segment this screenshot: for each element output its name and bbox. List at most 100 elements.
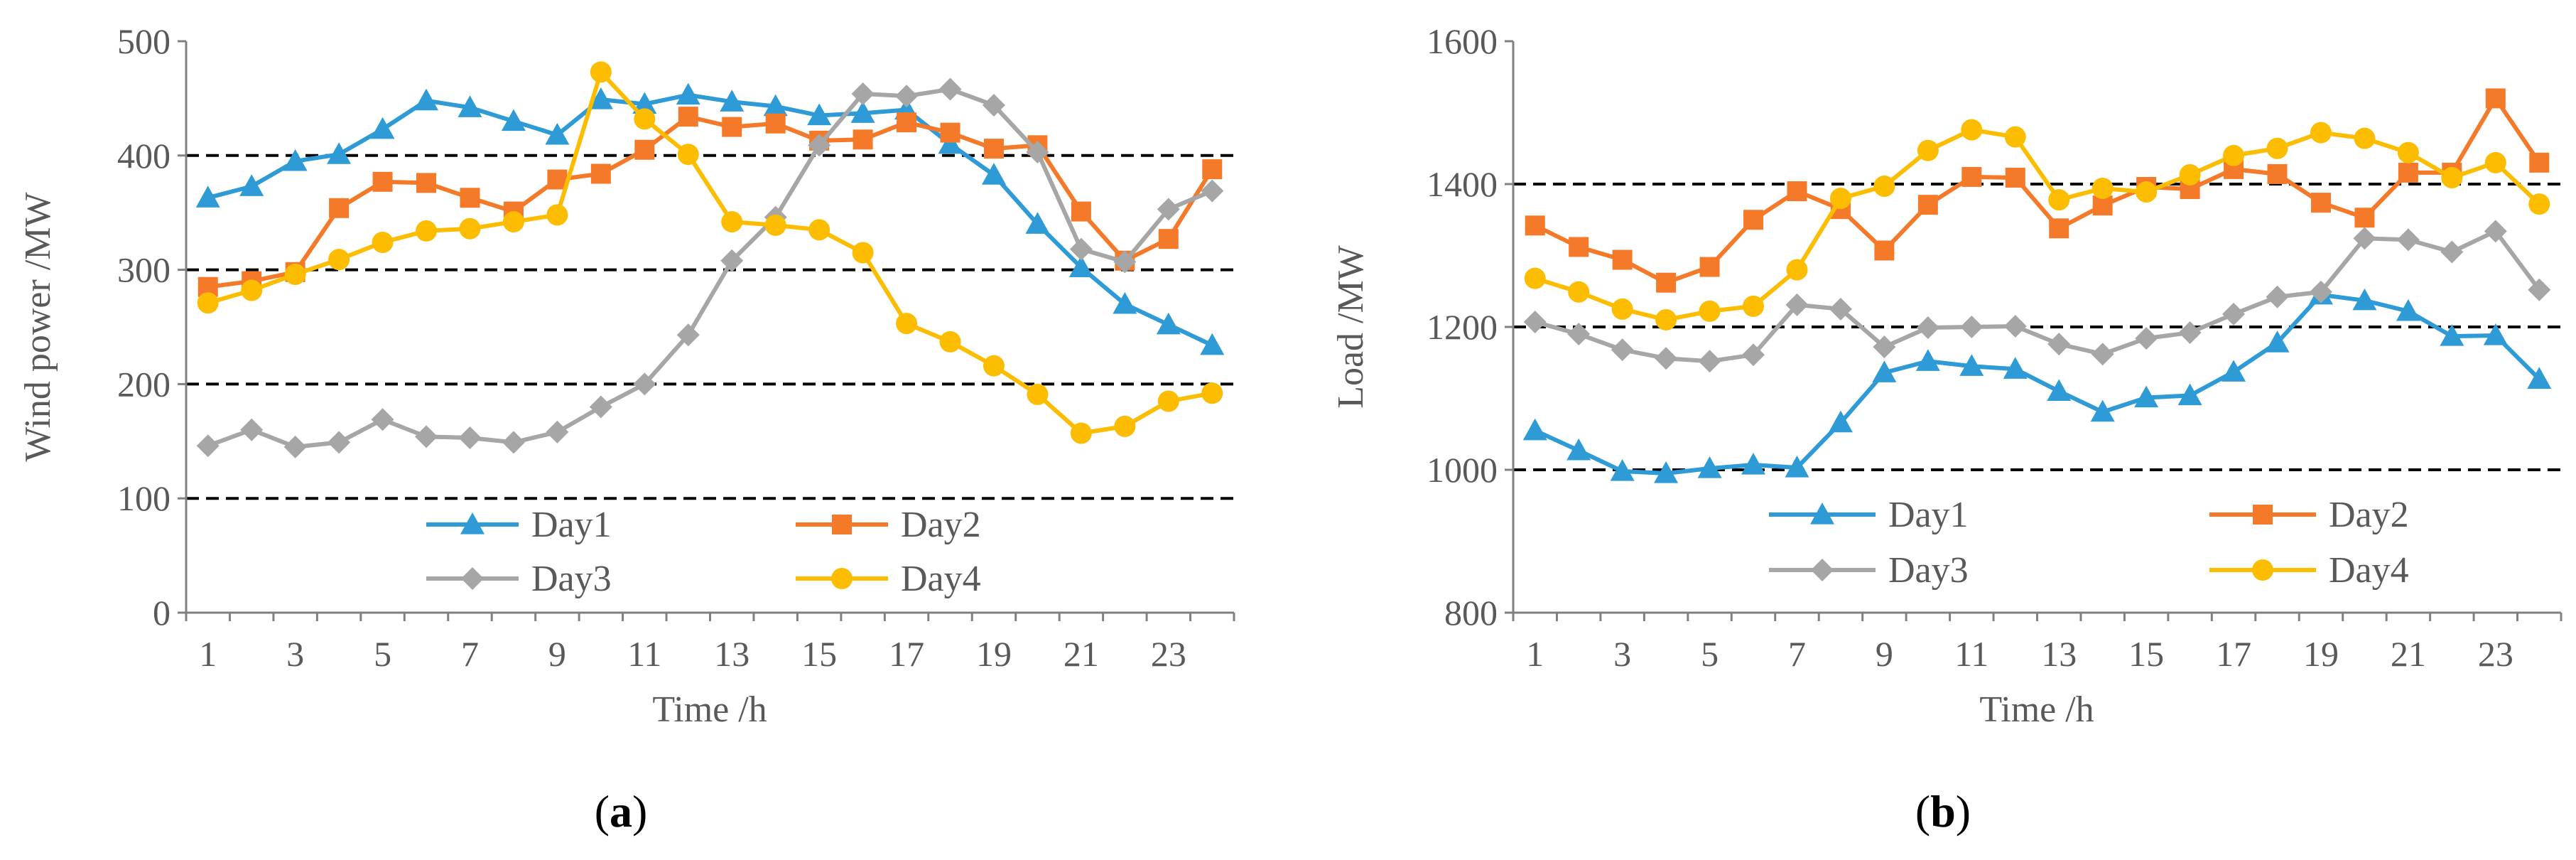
point-b-day1-17 [2221, 360, 2246, 382]
y-tick-label-a-0: 0 [153, 593, 171, 633]
point-b-day4-8 [1829, 188, 1851, 210]
y-tick-label-a-100: 100 [117, 478, 171, 518]
point-b-day1-9 [1872, 360, 1897, 382]
point-b-day1-2 [1566, 438, 1591, 461]
series-line-a-day4 [207, 70, 1213, 436]
point-a-day4-9 [546, 204, 568, 226]
point-b-day2-20 [2354, 208, 2375, 228]
point-b-day4-5 [1699, 300, 1721, 322]
point-b-day3-2 [1567, 323, 1591, 346]
point-a-day1-6 [414, 88, 439, 111]
point-b-day2-24 [2529, 152, 2550, 173]
x-tick-label-b-9: 9 [1876, 634, 1893, 674]
x-tick-label-b-7: 7 [1788, 634, 1806, 674]
x-tick-label-b-19: 19 [2303, 634, 2339, 674]
panel-label-b-letter: b [1930, 786, 1956, 837]
point-b-day1-21 [2396, 299, 2420, 321]
y-tick-label-b-1200: 1200 [1427, 307, 1498, 347]
point-b-day1-16 [2177, 383, 2202, 406]
x-tick-label-b-11: 11 [1954, 634, 1988, 674]
point-b-day3-8 [1829, 297, 1852, 321]
y-tick-label-a-400: 400 [117, 136, 171, 176]
legend-label-b-day1: Day1 [1888, 495, 1969, 535]
point-a-day3-15 [808, 134, 831, 157]
point-a-day3-2 [240, 418, 264, 441]
point-b-day3-20 [2353, 227, 2376, 250]
point-b-day1-6 [1741, 452, 1766, 475]
point-b-day4-6 [1743, 295, 1765, 317]
point-b-day3-6 [1742, 343, 1765, 367]
x-tick-label-a-21: 21 [1064, 634, 1099, 674]
point-a-day2-21 [1071, 201, 1091, 222]
point-b-day3-23 [2484, 220, 2507, 243]
point-a-day4-3 [284, 264, 306, 286]
point-b-day1-14 [2090, 399, 2115, 422]
point-a-day1-10 [588, 87, 613, 109]
x-tick-label-b-13: 13 [2041, 634, 2077, 674]
point-b-day1-5 [1697, 456, 1722, 478]
x-tick-label-a-11: 11 [627, 634, 661, 674]
point-a-day1-16 [850, 101, 875, 123]
legend-marker-a-day3 [461, 567, 484, 590]
point-a-day4-5 [372, 232, 394, 254]
point-b-day3-14 [2091, 343, 2114, 366]
point-b-day3-7 [1785, 293, 1809, 316]
point-b-day4-11 [1961, 119, 1983, 141]
point-b-day4-18 [2266, 137, 2288, 159]
series-line-b-day3 [1534, 229, 2541, 364]
point-b-day4-16 [2179, 163, 2201, 186]
point-a-day4-14 [764, 214, 786, 236]
point-b-day2-5 [1699, 257, 1720, 277]
point-a-day1-11 [632, 92, 657, 114]
y-axis-title-a: Wind power /MW [18, 192, 58, 461]
point-b-day4-9 [1873, 176, 1895, 198]
x-tick-label-a-5: 5 [374, 634, 391, 674]
point-a-day3-24 [1201, 179, 1224, 203]
legend-label-a-day2: Day2 [901, 505, 981, 545]
point-a-day3-20 [1026, 140, 1049, 163]
point-a-day3-23 [1157, 198, 1180, 221]
point-b-day1-24 [2527, 367, 2552, 389]
point-b-day4-13 [2048, 189, 2070, 211]
x-tick-label-a-17: 17 [889, 634, 924, 674]
point-a-day1-20 [1025, 212, 1050, 234]
point-b-day3-24 [2528, 278, 2551, 301]
point-b-day2-3 [1612, 249, 1633, 270]
legend-label-b-day3: Day3 [1888, 550, 1969, 591]
point-b-day3-18 [2266, 285, 2289, 308]
x-tick-label-a-1: 1 [199, 634, 217, 674]
point-b-day3-19 [2309, 280, 2332, 303]
legend-marker-a-day2 [832, 515, 852, 534]
series-a [195, 61, 1225, 458]
point-b-day1-22 [2440, 324, 2464, 346]
point-a-day2-6 [416, 173, 437, 193]
point-b-day1-23 [2483, 323, 2508, 345]
point-a-day4-20 [1027, 383, 1049, 405]
y-tick-label-b-1400: 1400 [1427, 164, 1498, 204]
point-b-day1-8 [1828, 410, 1853, 433]
x-tick-label-a-19: 19 [976, 634, 1012, 674]
point-b-day3-13 [2047, 333, 2071, 356]
legend-marker-b-day4 [2252, 559, 2273, 581]
point-b-day1-4 [1654, 461, 1679, 483]
point-b-day4-10 [1917, 139, 1939, 161]
point-a-day4-24 [1201, 382, 1223, 404]
point-b-day3-12 [2003, 314, 2027, 338]
point-a-day1-18 [938, 131, 963, 154]
point-a-day2-19 [983, 139, 1004, 159]
legend-b: Day1 Day2 Day3 Day4 [1769, 495, 2409, 591]
point-a-day2-18 [940, 122, 960, 143]
point-a-day3-8 [502, 431, 525, 454]
x-tick-label-b-23: 23 [2478, 634, 2513, 674]
panel-label-a: (a) [595, 786, 648, 837]
point-a-day3-1 [196, 434, 220, 458]
point-a-day3-17 [895, 85, 919, 108]
point-b-day4-20 [2354, 127, 2376, 149]
legend-label-b-day4: Day4 [2329, 550, 2409, 591]
x-tick-label-b-17: 17 [2216, 634, 2251, 674]
point-b-day4-21 [2397, 141, 2419, 163]
point-b-day4-19 [2310, 122, 2332, 144]
x-tick-label-b-15: 15 [2128, 634, 2164, 674]
point-a-day3-12 [676, 323, 700, 347]
point-a-day2-12 [678, 107, 698, 127]
